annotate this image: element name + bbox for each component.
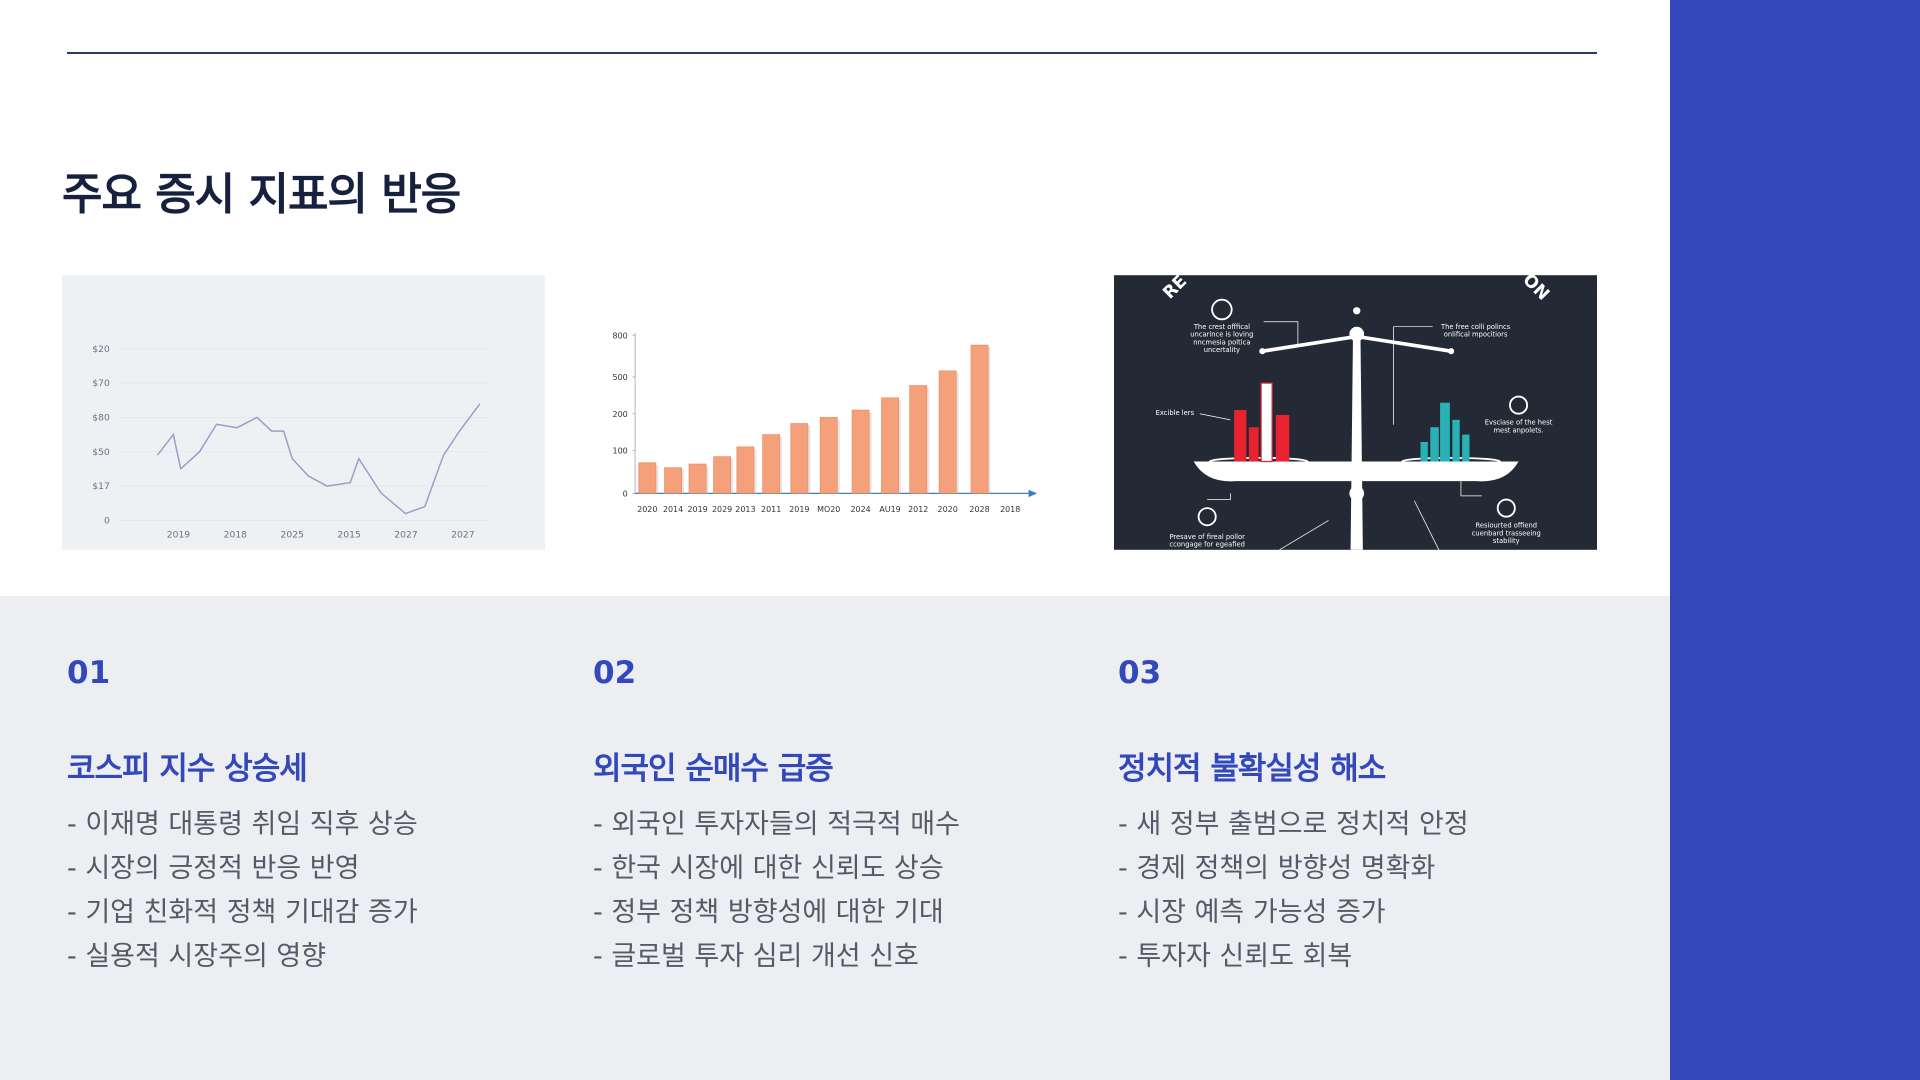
x-tick-label: 2027 xyxy=(394,530,418,541)
bar xyxy=(851,409,870,494)
bar xyxy=(638,462,657,494)
bar xyxy=(790,423,809,494)
image-background xyxy=(62,275,545,550)
bullet: - 경제 정책의 방향성 명확화 xyxy=(1118,853,1436,884)
point-number: 02 xyxy=(593,655,637,691)
y-tick-label: $50 xyxy=(92,447,110,458)
content-band xyxy=(0,596,1670,1080)
x-tick-label: 2018 xyxy=(224,530,248,541)
bullet: - 한국 시장에 대한 신뢰도 상승 xyxy=(593,853,944,884)
x-tick-label: 2019 xyxy=(167,530,191,541)
point-number: 03 xyxy=(1118,655,1162,691)
bar xyxy=(909,385,928,494)
y-tick-label: $20 xyxy=(92,344,110,355)
bullet: - 기업 친화적 정책 기대감 증가 xyxy=(67,897,418,928)
bar xyxy=(881,397,899,494)
bullet: - 시장 예측 가능성 증가 xyxy=(1118,897,1386,928)
x-tick-label: 2018 xyxy=(1000,505,1020,514)
x-tick-label: 2024 xyxy=(851,505,871,514)
caption: cuenbard trasseeing xyxy=(1472,529,1541,537)
bar-chart-image: 0 100 200 500 800 2020 2014 2019 2029 2013 2011 201… xyxy=(575,275,1058,550)
point-heading: 정치적 불확실성 해소 xyxy=(1118,751,1386,787)
bar xyxy=(688,463,707,494)
y-tick-label: 800 xyxy=(613,331,628,340)
caption: uncertality xyxy=(1204,346,1240,354)
y-tick-label: $17 xyxy=(92,481,110,492)
x-tick-label: 2029 xyxy=(712,505,732,514)
bar xyxy=(970,344,989,494)
divider xyxy=(67,52,1597,54)
point-heading: 코스피 지수 상승세 xyxy=(67,751,308,787)
bullet: - 이재명 대통령 취임 직후 상승 xyxy=(67,809,418,840)
x-tick-label: 2028 xyxy=(969,505,989,514)
y-tick-label: 100 xyxy=(613,447,628,456)
x-tick-label: 2014 xyxy=(663,505,683,514)
x-tick-label: MO20 xyxy=(817,505,840,514)
caption: Resiourted offiend xyxy=(1475,522,1537,530)
caption: ccongage for egeafied xyxy=(1169,540,1245,548)
bullet: - 글로벌 투자 심리 개선 신호 xyxy=(593,941,919,972)
caption: nncmesia poltica xyxy=(1193,338,1250,346)
axis-arrow xyxy=(1028,489,1038,498)
x-tick-label: 2012 xyxy=(908,505,928,514)
x-tick-label: 2013 xyxy=(735,505,755,514)
bullet: - 새 정부 출범으로 정치적 안정 xyxy=(1118,809,1469,840)
x-tick-label: 2019 xyxy=(687,505,707,514)
bar xyxy=(713,456,731,494)
y-tick-label: 500 xyxy=(613,373,628,382)
bar xyxy=(664,467,682,494)
side-panel xyxy=(1670,0,1920,1080)
x-tick-label: AU19 xyxy=(879,505,900,514)
caption: The free colli polincs xyxy=(1440,323,1511,331)
bar xyxy=(938,370,957,494)
x-tick-label: 2015 xyxy=(337,530,361,541)
line-series xyxy=(156,403,481,515)
y-tick-label: 0 xyxy=(104,515,110,526)
y-tick-label: $80 xyxy=(92,412,110,423)
point-number: 01 xyxy=(67,655,111,691)
y-tick-label: 0 xyxy=(623,489,628,498)
caption: Evsciase of the hest xyxy=(1485,419,1553,427)
bar xyxy=(762,434,781,494)
caption: mest anpolets. xyxy=(1493,426,1543,434)
x-tick-label: 2025 xyxy=(281,530,305,541)
y-tick-label: $70 xyxy=(92,378,110,389)
point-heading: 외국인 순매수 급증 xyxy=(593,751,834,787)
caption: onlifical mpocitiors xyxy=(1444,331,1508,339)
x-tick-label: 2020 xyxy=(938,505,958,514)
line-chart-image: 0 $17 $50 $80 $70 $20 2019 2018 2025 2015 2027 2027 xyxy=(62,275,545,550)
bar xyxy=(819,417,838,494)
caption: Excible lers xyxy=(1156,409,1195,417)
bullet: - 정부 정책 방향성에 대한 기대 xyxy=(593,897,944,928)
caption: stability xyxy=(1493,537,1520,545)
bullet: - 실용적 시장주의 영향 xyxy=(67,941,327,972)
caption: Presave of fireal pollor xyxy=(1169,533,1245,541)
x-tick-label: 2019 xyxy=(789,505,809,514)
bar xyxy=(736,446,755,494)
x-tick-label: 2027 xyxy=(451,530,475,541)
slide-title: 주요 증시 지표의 반응 xyxy=(62,169,461,220)
x-tick-label: 2011 xyxy=(761,505,781,514)
scale-drawing xyxy=(1193,298,1529,550)
y-tick-label: 200 xyxy=(613,410,628,419)
bullet: - 투자자 신뢰도 회복 xyxy=(1118,941,1353,972)
bullet: - 시장의 긍정적 반응 반영 xyxy=(67,853,360,884)
bullet: - 외국인 투자자들의 적극적 매수 xyxy=(593,809,960,840)
x-tick-label: 2020 xyxy=(637,505,657,514)
caption: The crest offfical xyxy=(1193,323,1250,331)
caption: uncarince is loving xyxy=(1190,331,1253,339)
